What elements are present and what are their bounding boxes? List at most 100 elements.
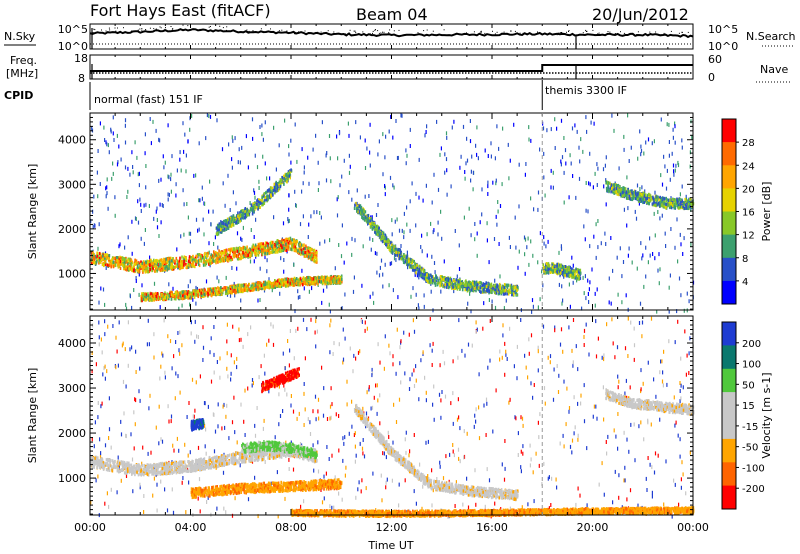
colorbar-swatch bbox=[722, 257, 736, 282]
heatmap-band bbox=[261, 367, 300, 394]
freq-tick-top: 18 bbox=[74, 52, 88, 65]
colorbar-tick-label: 100 bbox=[742, 360, 761, 371]
colorbar-tick-label: 16 bbox=[742, 208, 755, 219]
heatmap-band bbox=[542, 262, 582, 281]
date-title: 20/Jun/2012 bbox=[592, 5, 689, 24]
freq-time-ticks bbox=[89, 55, 694, 79]
colorbar-swatch bbox=[722, 368, 736, 393]
y-tick-label: 1000 bbox=[58, 472, 86, 485]
colorbar-swatch bbox=[722, 485, 736, 510]
colorbar-swatch bbox=[722, 392, 736, 416]
heatmap-band bbox=[605, 180, 695, 211]
freq-tick-bottom: 8 bbox=[78, 72, 85, 85]
heatmap-band bbox=[90, 236, 318, 274]
colorbar-swatch bbox=[722, 462, 736, 487]
colorbar-tick-label: 12 bbox=[742, 231, 755, 242]
colorbar-swatch bbox=[722, 119, 736, 143]
colorbar-swatch bbox=[722, 211, 736, 236]
beam-title: Beam 04 bbox=[356, 5, 428, 24]
y-tick-label: 1000 bbox=[58, 267, 86, 280]
nsearch-tick-top: 10^5 bbox=[708, 23, 738, 36]
x-tick-label: 12:00 bbox=[376, 521, 408, 534]
x-tick-label: 20:00 bbox=[577, 521, 609, 534]
time-axis-label: Time UT bbox=[367, 539, 413, 552]
y-tick-label: 3000 bbox=[58, 178, 86, 191]
heatmap-band bbox=[291, 506, 695, 519]
colorbar-tick-label: 50 bbox=[742, 380, 755, 391]
x-tick-label: 00:00 bbox=[74, 521, 106, 534]
power-axes: 1000 2000 3000 4000 bbox=[58, 113, 694, 310]
y-tick-label: 2000 bbox=[58, 223, 86, 236]
colorbar-tick-label: -200 bbox=[742, 484, 765, 495]
velocity-colorbar: 200 100 50 15 -15 -50 -100 -200 Velocity [m s-1… bbox=[721, 321, 773, 510]
colorbar-swatch bbox=[722, 234, 736, 259]
y-tick-label: 4000 bbox=[58, 134, 86, 147]
colorbar-tick-label: 24 bbox=[742, 161, 755, 172]
colorbar-tick-label: -50 bbox=[742, 443, 758, 454]
velocity-ylabel: Slant Range [km] bbox=[26, 368, 39, 464]
power-panel: 1000 2000 3000 4000 Slant Range [km] bbox=[26, 112, 695, 314]
x-tick-label: 04:00 bbox=[175, 521, 207, 534]
colorbar-tick-label: 15 bbox=[742, 401, 755, 412]
velocity-colorbar-label: Velocity [m s-1] bbox=[760, 372, 773, 458]
colorbar-swatch bbox=[722, 438, 736, 463]
x-tick-label: 00:00 bbox=[677, 521, 709, 534]
noise-time-ticks bbox=[89, 24, 694, 49]
nave-tick-bottom: 0 bbox=[708, 71, 715, 84]
heatmap-band bbox=[190, 418, 205, 432]
noise-panel: N.Sky 10^5 10^0 10^5 10^0 N.Search bbox=[4, 23, 796, 53]
colorbar-swatch bbox=[722, 280, 736, 305]
colorbar-swatch bbox=[722, 345, 736, 370]
nave-series bbox=[90, 64, 693, 72]
colorbar-tick-label: -15 bbox=[742, 422, 758, 433]
colorbar-tick-label: 8 bbox=[742, 254, 748, 265]
cpid-segment: themis 3300 IF bbox=[545, 84, 627, 97]
colorbar-tick-label: 20 bbox=[742, 184, 755, 195]
heatmap-band bbox=[353, 201, 519, 297]
nsky-series bbox=[89, 28, 694, 39]
colorbar-swatch bbox=[722, 188, 736, 212]
heatmap-band bbox=[353, 403, 519, 502]
nave-label: Nave bbox=[760, 63, 788, 76]
y-tick-label: 3000 bbox=[58, 382, 86, 395]
colorbar-swatch bbox=[722, 165, 736, 189]
velocity-heatmap bbox=[90, 316, 695, 519]
cpid-segment: normal (fast) 151 IF bbox=[94, 93, 203, 106]
power-colorbar-label: Power [dB] bbox=[760, 182, 773, 242]
colorbar-tick-label: 28 bbox=[742, 138, 755, 149]
colorbar-swatch bbox=[722, 322, 736, 346]
x-tick-label: 16:00 bbox=[476, 521, 508, 534]
y-tick-label: 2000 bbox=[58, 427, 86, 440]
colorbar-tick-label: -100 bbox=[742, 463, 765, 474]
cpid-row: CPID normal (fast) 151 IF themis 3300 IF bbox=[4, 80, 627, 110]
nsearch-tick-bottom: 10^0 bbox=[708, 40, 738, 53]
y-tick-label: 4000 bbox=[58, 337, 86, 350]
nsky-tick-bottom: 10^0 bbox=[58, 40, 88, 53]
colorbar-tick-label: 200 bbox=[742, 339, 761, 350]
nsky-scatter bbox=[92, 24, 689, 36]
power-colorbar: 28 24 20 16 12 8 4 Power [dB] bbox=[721, 118, 773, 305]
heatmap-band bbox=[215, 168, 293, 237]
velocity-panel: 1000 2000 3000 4000 00:00 04:00 08:00 12:00 16:0… bbox=[26, 315, 709, 552]
heatmap-band bbox=[190, 478, 343, 500]
power-ylabel: Slant Range [km] bbox=[26, 164, 39, 260]
heatmap-band bbox=[140, 274, 343, 303]
nave-tick-top: 60 bbox=[708, 53, 722, 66]
freq-unit-label: [MHz] bbox=[6, 67, 38, 80]
colorbar-swatch bbox=[722, 415, 736, 440]
power-heatmap bbox=[90, 113, 695, 314]
nsky-label: N.Sky bbox=[4, 30, 36, 43]
heatmap-band bbox=[241, 440, 318, 460]
station-title: Fort Hays East (fitACF) bbox=[90, 1, 271, 20]
cpid-label: CPID bbox=[4, 89, 33, 102]
heatmap-band bbox=[605, 388, 695, 416]
colorbar-swatch bbox=[722, 142, 736, 166]
freq-label: Freq. bbox=[10, 54, 37, 67]
nsky-tick-top: 10^5 bbox=[58, 23, 88, 36]
freq-panel: Freq. [MHz] 18 8 60 0 Nave bbox=[6, 52, 790, 85]
velocity-axes: 1000 2000 3000 4000 00:00 04:00 08:00 12:00 16:0… bbox=[58, 316, 709, 534]
x-tick-label: 08:00 bbox=[275, 521, 307, 534]
nsearch-label: N.Search bbox=[746, 30, 796, 43]
colorbar-tick-label: 4 bbox=[742, 277, 748, 288]
